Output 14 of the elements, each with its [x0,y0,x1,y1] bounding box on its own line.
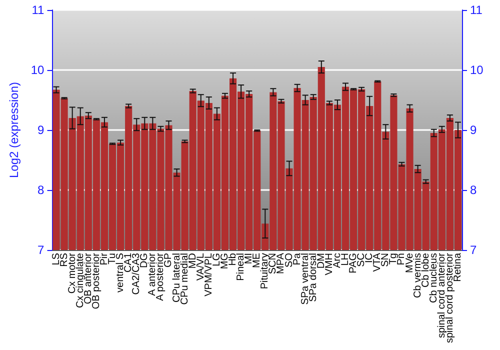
y2-tick-label: 11 [470,3,483,17]
y-tick-label: 10 [30,63,45,77]
y2-tick-label: 7 [470,243,477,257]
y-tick-label: 8 [38,183,45,197]
y-tick-label: 9 [38,123,45,137]
y2-tick-label: 8 [470,183,477,197]
x-tick-label: RS [58,252,70,267]
x-tick-label: Tg [388,253,400,265]
y-tick-label: 7 [38,243,45,257]
y-tick-label: 11 [32,3,45,17]
y2-tick-label: 9 [470,123,477,137]
y-axis-title: Log2 (expression) [7,82,21,178]
y2-tick-label: 10 [470,63,484,77]
x-tick-label: OB posterior [90,252,102,310]
